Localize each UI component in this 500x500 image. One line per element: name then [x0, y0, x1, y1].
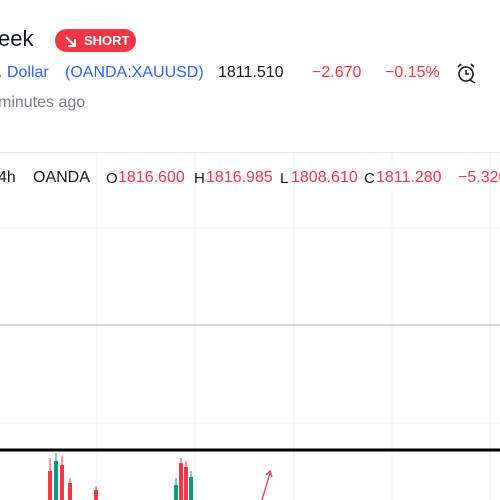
low-value: 1808.610: [291, 169, 358, 186]
source: OANDA: [33, 169, 90, 186]
idea-title: eek: [0, 26, 34, 51]
interval: 4h: [0, 169, 16, 186]
low-label: L: [280, 170, 289, 187]
separator: [0, 152, 500, 153]
publish-time: minutes ago: [0, 94, 86, 111]
close-value: 1811.280: [376, 169, 442, 186]
short-badge[interactable]: SHORT: [55, 29, 136, 52]
symbol-name[interactable]: . Dollar: [0, 64, 49, 81]
open-value: 1816.600: [118, 169, 185, 186]
open-label: O: [106, 170, 118, 187]
close-label: C: [364, 170, 375, 187]
price-change-percent: −0.15%: [385, 64, 440, 81]
high-label: H: [194, 170, 205, 187]
high-value: 1816.985: [206, 169, 273, 186]
price: 1811.510: [218, 64, 284, 81]
symbol-ticker[interactable]: (OANDA:XAUUSD): [65, 64, 204, 81]
legend-change: −5.320: [458, 169, 500, 186]
badge-text: SHORT: [84, 33, 130, 48]
price-change: −2.670: [312, 64, 362, 81]
chart-area: [0, 153, 500, 500]
down-arrow-icon: [65, 35, 76, 47]
alarm-icon[interactable]: [455, 61, 479, 85]
